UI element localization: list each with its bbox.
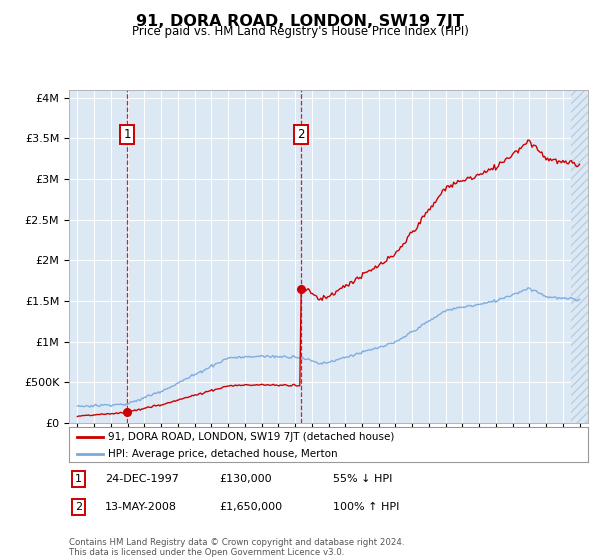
Text: £130,000: £130,000 bbox=[219, 474, 272, 484]
Text: 2: 2 bbox=[75, 502, 82, 512]
Text: HPI: Average price, detached house, Merton: HPI: Average price, detached house, Mert… bbox=[108, 449, 338, 459]
Text: 2: 2 bbox=[298, 128, 305, 141]
Text: Price paid vs. HM Land Registry's House Price Index (HPI): Price paid vs. HM Land Registry's House … bbox=[131, 25, 469, 38]
Text: 1: 1 bbox=[75, 474, 82, 484]
Text: 1: 1 bbox=[124, 128, 131, 141]
Text: 91, DORA ROAD, LONDON, SW19 7JT (detached house): 91, DORA ROAD, LONDON, SW19 7JT (detache… bbox=[108, 432, 394, 442]
Text: 55% ↓ HPI: 55% ↓ HPI bbox=[333, 474, 392, 484]
Text: £1,650,000: £1,650,000 bbox=[219, 502, 282, 512]
Text: Contains HM Land Registry data © Crown copyright and database right 2024.
This d: Contains HM Land Registry data © Crown c… bbox=[69, 538, 404, 557]
Text: 24-DEC-1997: 24-DEC-1997 bbox=[105, 474, 179, 484]
Text: 91, DORA ROAD, LONDON, SW19 7JT: 91, DORA ROAD, LONDON, SW19 7JT bbox=[136, 14, 464, 29]
Text: 100% ↑ HPI: 100% ↑ HPI bbox=[333, 502, 400, 512]
Text: 13-MAY-2008: 13-MAY-2008 bbox=[105, 502, 177, 512]
